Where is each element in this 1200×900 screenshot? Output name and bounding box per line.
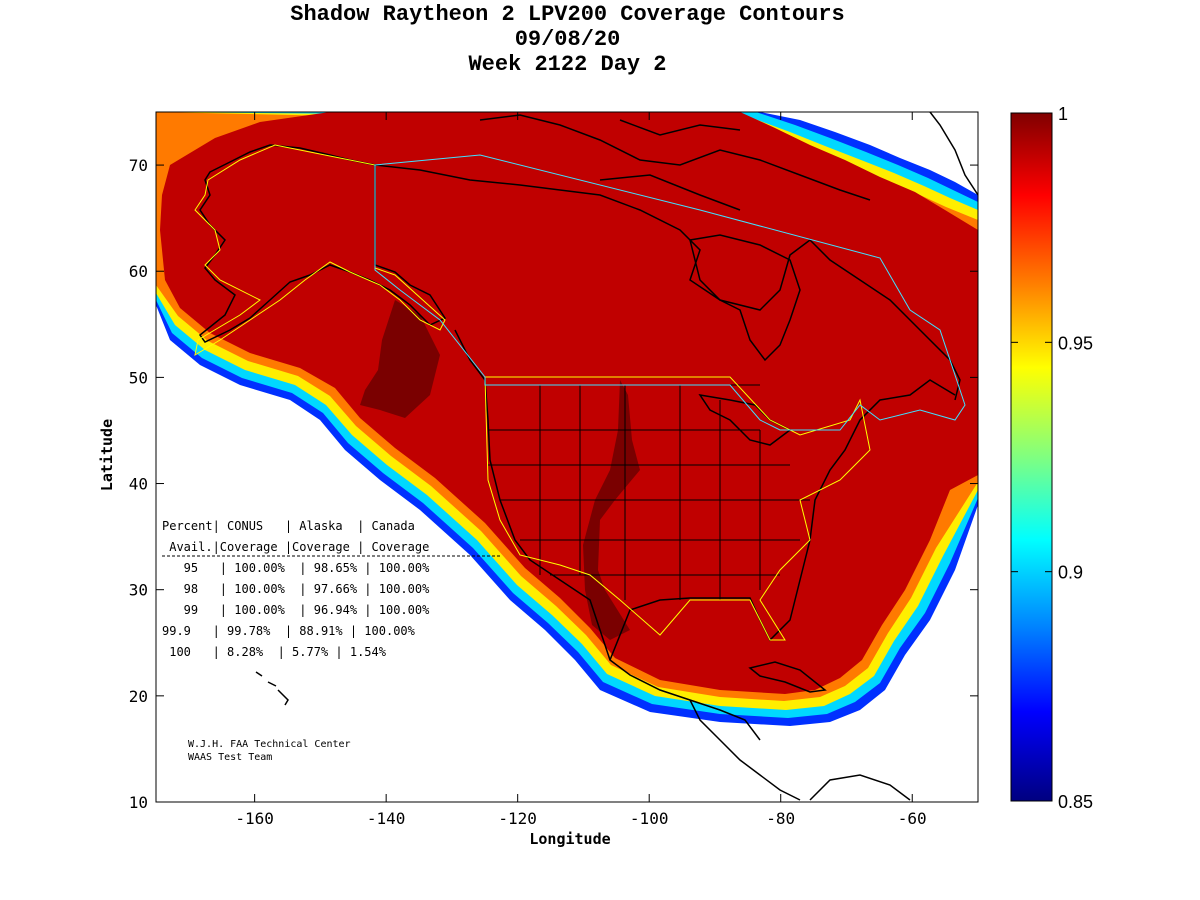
y-tick-label: 40 — [129, 475, 148, 494]
hawaii-islands — [255, 671, 289, 706]
stats-row: 98 | 100.00% | 97.66% | 100.00% — [162, 582, 430, 596]
x-tick-label: -120 — [498, 809, 537, 828]
x-tick-label: -140 — [367, 809, 406, 828]
contour-max-availability-west — [360, 300, 440, 418]
stats-row: Percent| CONUS | Alaska | Canada — [162, 519, 415, 533]
y-tick-label: 70 — [129, 156, 148, 175]
cuba — [748, 661, 827, 693]
colorbar-tick-label: 0.95 — [1058, 333, 1093, 353]
colorbar-tick-label: 0.85 — [1058, 792, 1093, 812]
coastlines — [198, 112, 978, 801]
colorbar-ticks: 1 0.95 0.9 0.85 — [1011, 104, 1093, 812]
central-america — [689, 699, 801, 801]
credit-line-2: WAAS Test Team — [188, 752, 272, 763]
greenland-edge — [929, 112, 978, 196]
y-tick-label: 30 — [129, 581, 148, 600]
x-tick-label: -160 — [235, 809, 274, 828]
coverage-stats-table: Percent| CONUS | Alaska | Canada Avail.|… — [162, 519, 430, 659]
x-tick-label: -60 — [898, 809, 927, 828]
y-tick-label: 20 — [129, 687, 148, 706]
map-date: 09/08/20 — [514, 27, 621, 52]
stats-row: Avail.|Coverage |Coverage | Coverage — [162, 540, 429, 554]
plot-frame — [155, 111, 979, 803]
colorbar — [1010, 112, 1053, 802]
map-week-day: Week 2122 Day 2 — [468, 52, 667, 77]
map-title: Shadow Raytheon 2 LPV200 Coverage Contou… — [290, 2, 845, 27]
stats-row: 95 | 100.00% | 98.65% | 100.00% — [162, 561, 430, 575]
x-tick-label: -80 — [766, 809, 795, 828]
contour-full-coverage — [160, 112, 978, 694]
y-axis-ticks: 10 20 30 40 50 60 70 — [129, 156, 978, 812]
conus-boundary — [484, 376, 871, 641]
stats-row: 99.9 | 99.78% | 88.91% | 100.00% — [162, 624, 416, 638]
stats-row: 100 | 8.28% | 5.77% | 1.54% — [162, 645, 387, 659]
arctic-islands — [479, 114, 871, 211]
alaska-boundary — [194, 144, 446, 357]
us-west-coast — [454, 329, 761, 741]
x-axis-ticks: -160 -140 -120 -100 -80 -60 — [235, 112, 927, 828]
south-america-tip — [809, 774, 911, 801]
service-boundaries — [194, 144, 966, 641]
x-axis-title: Longitude — [529, 830, 610, 848]
y-tick-label: 50 — [129, 368, 148, 387]
colorbar-tick-label: 1 — [1058, 104, 1068, 124]
stats-row: 99 | 100.00% | 96.94% | 100.00% — [162, 603, 430, 617]
coverage-contours — [156, 112, 978, 726]
us-gulf-east-coast — [609, 379, 956, 661]
y-tick-label: 60 — [129, 262, 148, 281]
y-axis-title: Latitude — [98, 419, 116, 491]
y-tick-label: 10 — [129, 793, 148, 812]
credit-line-1: W.J.H. FAA Technical Center — [188, 739, 351, 750]
hudson-bay — [689, 234, 801, 362]
canada-boundary — [374, 154, 966, 431]
colorbar-tick-label: 0.9 — [1058, 563, 1083, 583]
x-tick-label: -100 — [630, 809, 669, 828]
canada-north-coast — [374, 164, 961, 401]
